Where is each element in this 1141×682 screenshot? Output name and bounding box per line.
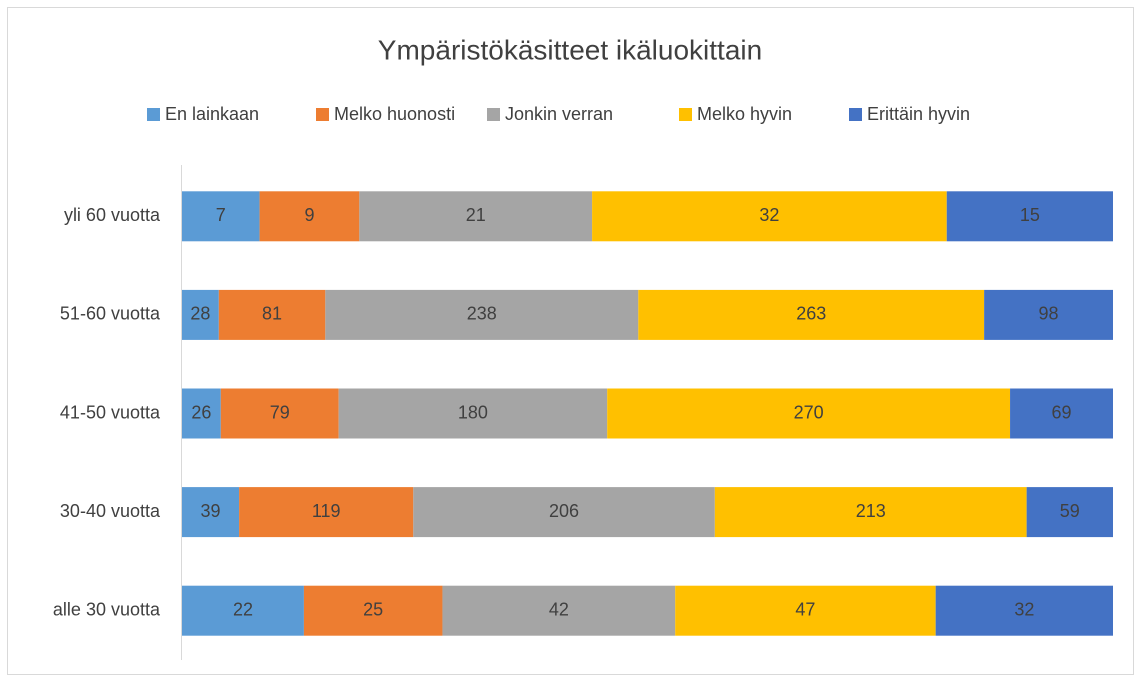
bar-segment xyxy=(218,289,326,340)
data-label: 213 xyxy=(856,501,886,521)
bar-segment xyxy=(946,191,1113,242)
bar-segment xyxy=(442,585,676,636)
bar-segment xyxy=(935,585,1113,636)
data-label: 32 xyxy=(759,205,779,225)
data-label: 7 xyxy=(216,205,226,225)
bar-segment xyxy=(325,289,639,340)
data-label: 81 xyxy=(262,304,282,324)
bar-segment xyxy=(220,388,339,439)
data-label: 21 xyxy=(466,205,486,225)
legend-label: Melko hyvin xyxy=(697,104,792,124)
data-label: 22 xyxy=(233,599,253,619)
y-tick-label: 30-40 vuotta xyxy=(60,501,161,521)
data-label: 59 xyxy=(1060,501,1080,521)
data-label: 15 xyxy=(1020,205,1040,225)
bar-segment xyxy=(338,388,608,439)
bar-segment xyxy=(182,191,260,242)
bar-segment xyxy=(675,585,936,636)
bar-segment xyxy=(714,487,1027,538)
legend-swatch xyxy=(316,108,329,121)
data-label: 9 xyxy=(304,205,314,225)
bar-segment xyxy=(182,585,304,636)
data-label: 47 xyxy=(795,599,815,619)
bar-segment xyxy=(259,191,360,242)
legend-swatch xyxy=(147,108,160,121)
legend-label: Jonkin verran xyxy=(505,104,613,124)
data-label: 69 xyxy=(1052,402,1072,422)
bar-segment xyxy=(182,388,221,439)
legend-swatch xyxy=(849,108,862,121)
bar-segment xyxy=(182,289,219,340)
data-label: 263 xyxy=(796,304,826,324)
data-label: 42 xyxy=(549,599,569,619)
data-label: 25 xyxy=(363,599,383,619)
legend-label: Erittäin hyvin xyxy=(867,104,970,124)
legend-label: En lainkaan xyxy=(165,104,259,124)
bar-segment xyxy=(984,289,1113,340)
data-label: 238 xyxy=(467,304,497,324)
legend-swatch xyxy=(679,108,692,121)
y-tick-label: yli 60 vuotta xyxy=(64,205,161,225)
bar-segment xyxy=(239,487,414,538)
data-label: 26 xyxy=(191,402,211,422)
bar-segment xyxy=(638,289,985,340)
legend-swatch xyxy=(487,108,500,121)
bar-segment xyxy=(413,487,715,538)
data-label: 180 xyxy=(458,402,488,422)
bar-segment xyxy=(1010,388,1113,439)
bar-segment xyxy=(359,191,593,242)
data-label: 98 xyxy=(1039,304,1059,324)
bar-segment xyxy=(592,191,947,242)
chart-border xyxy=(7,7,1134,675)
data-label: 32 xyxy=(1014,599,1034,619)
y-tick-label: 41-50 vuotta xyxy=(60,402,161,422)
y-tick-label: 51-60 vuotta xyxy=(60,304,161,324)
bar-segment xyxy=(182,487,240,538)
bar-segment xyxy=(607,388,1011,439)
y-tick-label: alle 30 vuotta xyxy=(53,599,161,619)
bar-segment xyxy=(1026,487,1113,538)
data-label: 28 xyxy=(190,304,210,324)
data-label: 79 xyxy=(270,402,290,422)
legend-label: Melko huonosti xyxy=(334,104,455,124)
data-label: 39 xyxy=(201,501,221,521)
data-label: 270 xyxy=(794,402,824,422)
chart-title: Ympäristökäsitteet ikäluokittain xyxy=(378,34,762,65)
data-label: 206 xyxy=(549,501,579,521)
data-label: 119 xyxy=(312,501,341,521)
bar-segment xyxy=(303,585,443,636)
